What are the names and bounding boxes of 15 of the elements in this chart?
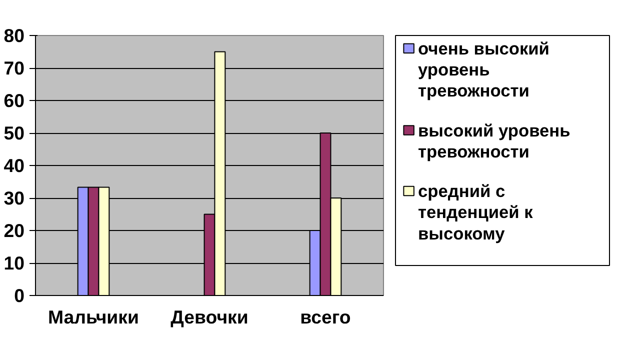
y-tick-label: 30	[4, 188, 25, 208]
x-tick-label: Мальчики	[48, 306, 139, 328]
x-tick-label: всего	[300, 306, 351, 328]
y-tick-label: 70	[4, 58, 25, 78]
y-tick-label: 80	[4, 25, 25, 46]
y-tick-label: 60	[4, 90, 25, 111]
y-tick-label: 50	[4, 122, 25, 144]
legend-label: средний с тенденцией к высокому	[418, 180, 534, 244]
y-tick-label: 40	[4, 155, 25, 176]
y-tick-label: 20	[4, 220, 25, 241]
legend-label: очень высокий уровень тревожности	[418, 38, 550, 101]
y-tick-label: 0	[14, 285, 25, 306]
y-tick-label: 10	[4, 252, 25, 274]
legend-label: высокий уровень тревожности	[418, 120, 570, 162]
x-tick-label: Девочки	[170, 306, 248, 328]
